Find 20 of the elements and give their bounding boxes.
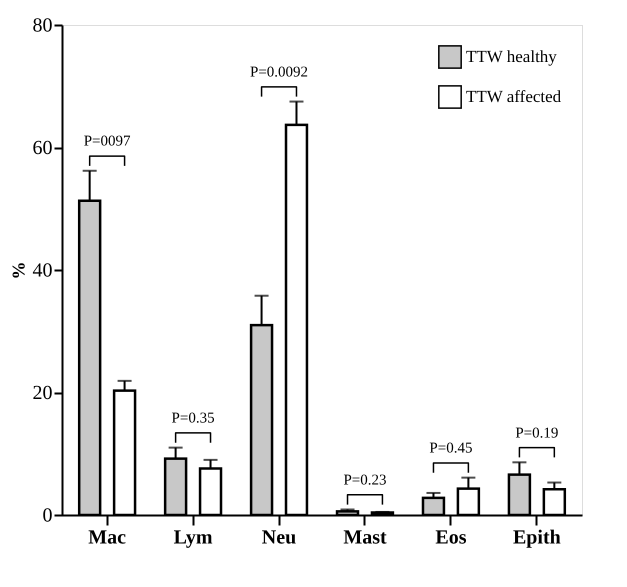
x-tick-label: Eos bbox=[435, 526, 467, 548]
x-tick-label: Neu bbox=[262, 526, 296, 548]
x-tick-label: Mac bbox=[88, 526, 126, 548]
annotation: P=0.35 bbox=[172, 410, 215, 427]
legend-label: TTW healthy bbox=[466, 47, 558, 66]
y-axis-title: % bbox=[8, 262, 28, 280]
y-tick-label: 20 bbox=[32, 382, 52, 404]
y-tick-label: 0 bbox=[42, 504, 52, 526]
annotation: P=0097 bbox=[84, 134, 132, 150]
x-tick-label: Epith bbox=[512, 526, 561, 548]
annotation: P=0.23 bbox=[343, 472, 387, 488]
legend-label: TTW affected bbox=[466, 87, 562, 106]
annotation: P=0.45 bbox=[429, 440, 472, 457]
annotation: P=0.0092 bbox=[250, 64, 308, 81]
x-tick-label: Mast bbox=[343, 526, 387, 548]
y-tick-label: 60 bbox=[32, 137, 52, 159]
annotation: P=0.19 bbox=[515, 425, 558, 442]
y-tick-label: 80 bbox=[32, 14, 52, 36]
y-tick-label: 40 bbox=[32, 260, 52, 282]
x-tick-label: Lym bbox=[174, 526, 213, 548]
